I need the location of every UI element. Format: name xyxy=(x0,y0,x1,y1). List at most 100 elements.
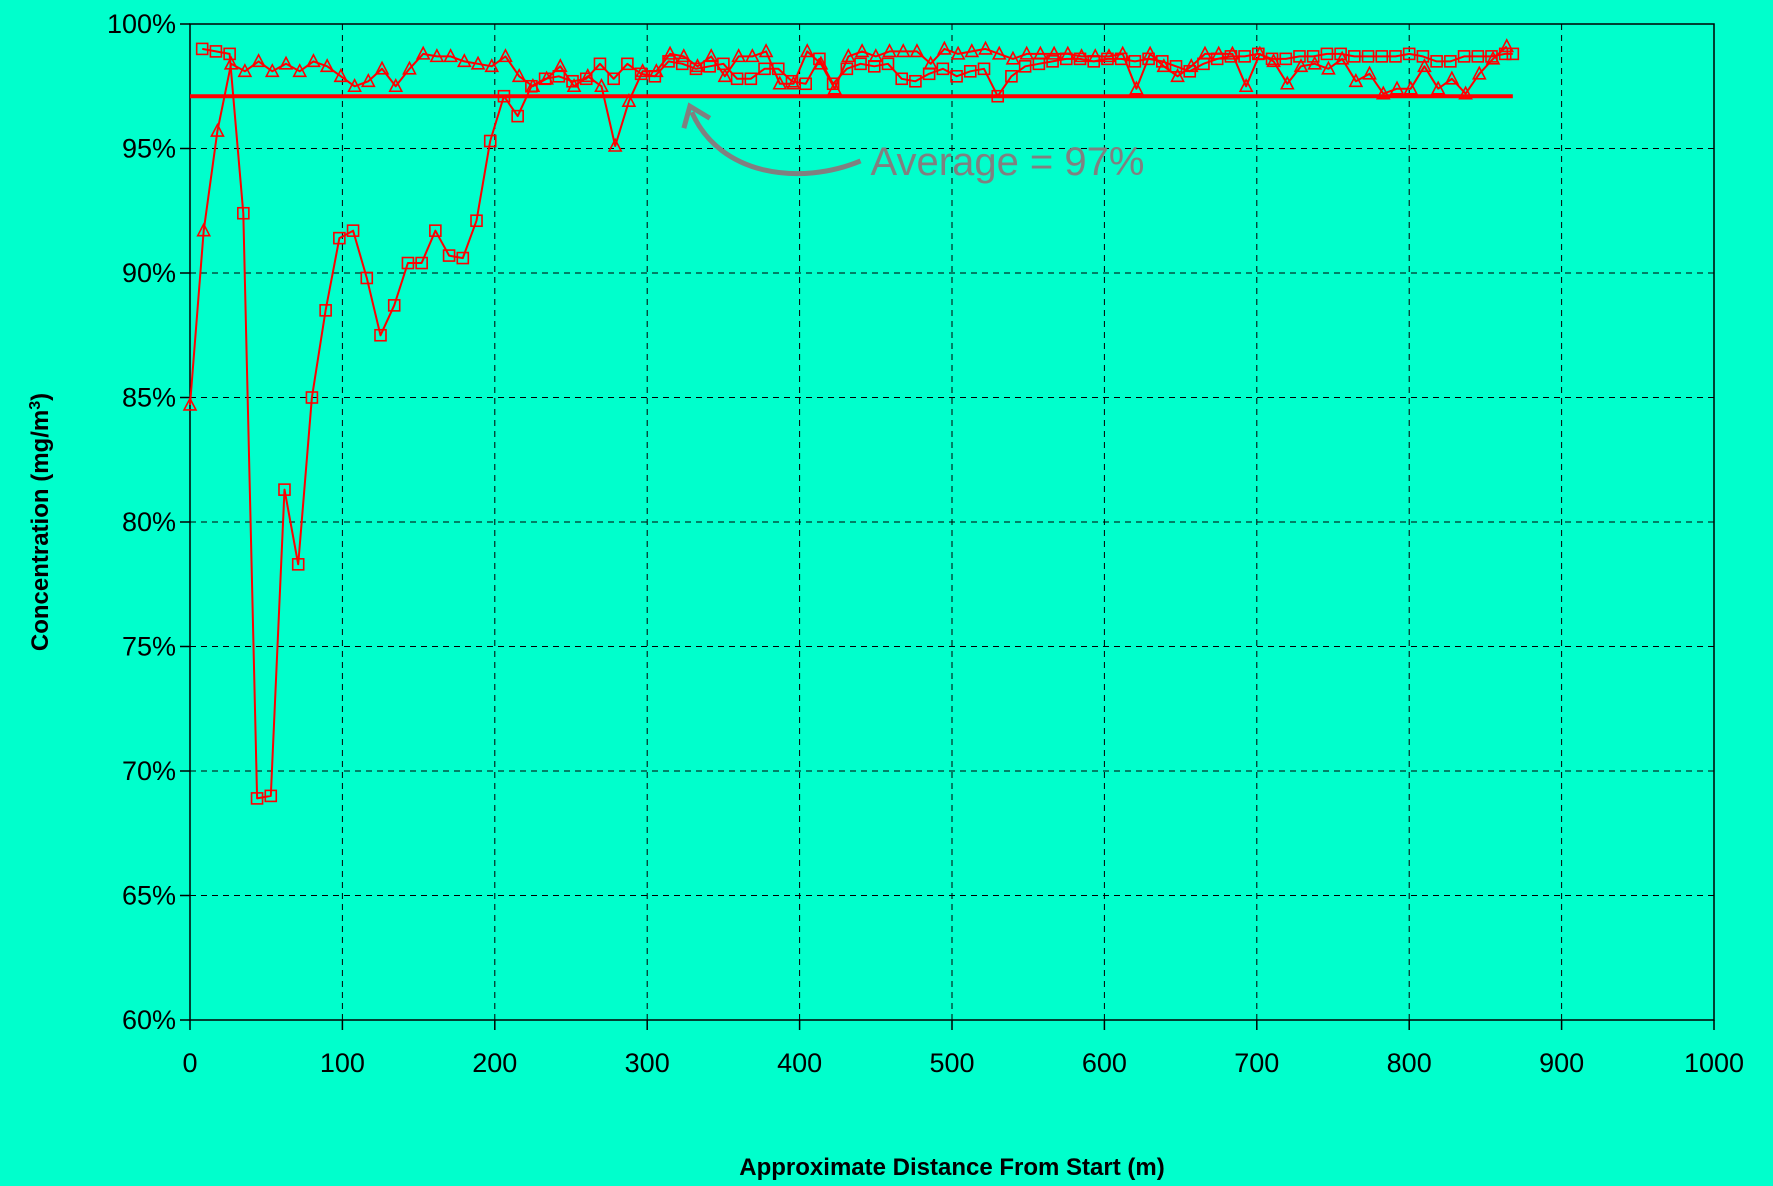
data-point-square xyxy=(483,134,497,148)
data-point-triangle xyxy=(457,53,472,68)
data-point-triangle xyxy=(1087,48,1103,63)
data-point-square xyxy=(360,271,374,285)
y-tick-label: 100% xyxy=(107,9,176,39)
data-point-triangle xyxy=(1197,45,1213,60)
data-point-square xyxy=(1430,55,1443,68)
data-point-square xyxy=(429,224,442,237)
data-point-square xyxy=(1348,50,1361,63)
data-point-square xyxy=(854,57,867,71)
data-point-square xyxy=(195,42,209,56)
data-point-triangle xyxy=(1211,45,1227,60)
data-point-triangle xyxy=(690,58,705,73)
data-point-square xyxy=(895,72,909,86)
data-point-square xyxy=(1046,55,1059,68)
data-point-square xyxy=(566,74,579,88)
data-point-triangle xyxy=(1334,50,1350,65)
data-point-triangle xyxy=(539,70,554,85)
x-tick-label: 100 xyxy=(320,1048,365,1078)
data-point-triangle xyxy=(1060,45,1076,60)
data-point-triangle xyxy=(1471,65,1487,80)
data-point-triangle xyxy=(635,63,650,78)
data-point-triangle xyxy=(511,68,527,83)
data-point-square xyxy=(1444,55,1457,68)
data-point-triangle xyxy=(649,63,664,78)
data-point-triangle xyxy=(854,43,870,58)
data-point-triangle xyxy=(388,78,404,93)
data-point-square xyxy=(1005,69,1018,83)
data-point-triangle xyxy=(1046,45,1062,60)
data-point-triangle xyxy=(1005,50,1021,65)
data-point-square xyxy=(401,256,415,270)
data-point-square xyxy=(264,789,278,803)
data-point-square xyxy=(799,77,812,91)
data-point-triangle xyxy=(196,222,212,237)
data-point-triangle xyxy=(772,75,788,90)
data-point-square xyxy=(881,57,895,71)
y-tick-label: 80% xyxy=(122,507,176,537)
data-point-square xyxy=(415,256,428,270)
data-point-square xyxy=(717,57,730,71)
data-point-triangle xyxy=(1279,75,1295,90)
data-point-square xyxy=(1320,47,1334,61)
data-point-triangle xyxy=(1115,45,1131,60)
data-point-triangle xyxy=(1389,80,1405,95)
data-point-square xyxy=(1506,47,1520,61)
data-point-triangle xyxy=(607,137,623,152)
data-point-triangle xyxy=(1485,50,1501,65)
x-tick-label: 1000 xyxy=(1684,1048,1744,1078)
data-point-triangle xyxy=(1156,58,1172,73)
data-point-triangle xyxy=(580,68,596,83)
data-point-triangle xyxy=(333,68,349,83)
data-point-triangle xyxy=(991,45,1007,60)
data-point-triangle xyxy=(182,396,198,411)
data-point-triangle xyxy=(978,40,993,55)
data-point-square xyxy=(1156,55,1169,68)
data-point-triangle xyxy=(1444,70,1460,85)
data-point-triangle xyxy=(676,48,692,63)
data-point-square xyxy=(470,214,483,228)
data-point-square xyxy=(785,74,799,88)
data-point-triangle xyxy=(1293,58,1309,73)
data-point-triangle xyxy=(703,48,719,63)
data-point-triangle xyxy=(1019,45,1034,60)
y-tick-label: 85% xyxy=(122,383,176,413)
data-point-triangle xyxy=(210,122,225,137)
data-point-square xyxy=(291,558,305,571)
y-tick-label: 60% xyxy=(122,1005,176,1035)
data-point-triangle xyxy=(429,48,445,63)
data-point-triangle xyxy=(360,73,376,88)
data-point-triangle xyxy=(470,55,486,70)
data-point-square xyxy=(442,249,456,262)
data-point-square xyxy=(758,62,771,76)
data-point-square xyxy=(1238,50,1251,63)
data-point-square xyxy=(1375,50,1389,63)
data-point-triangle xyxy=(895,43,911,58)
data-point-triangle xyxy=(223,55,239,70)
y-tick-label: 90% xyxy=(122,258,176,288)
data-point-triangle xyxy=(402,60,417,75)
data-point-triangle xyxy=(1362,65,1377,80)
data-point-triangle xyxy=(841,48,856,63)
data-point-triangle xyxy=(484,58,500,73)
data-point-square xyxy=(511,109,524,123)
data-point-square xyxy=(374,328,387,342)
data-point-triangle xyxy=(319,58,335,73)
x-tick-label: 800 xyxy=(1387,1048,1432,1078)
data-point-triangle xyxy=(264,63,280,78)
data-point-square xyxy=(1402,47,1416,61)
data-point-triangle xyxy=(237,63,253,78)
data-point-triangle xyxy=(1375,85,1391,100)
x-tick-label: 500 xyxy=(929,1048,974,1078)
data-point-triangle xyxy=(1321,60,1336,75)
data-point-triangle xyxy=(731,48,746,63)
data-point-triangle xyxy=(662,45,678,60)
data-point-square xyxy=(237,206,250,220)
y-tick-label: 75% xyxy=(122,632,176,662)
data-point-triangle xyxy=(1074,48,1089,63)
y-tick-label: 65% xyxy=(122,881,176,911)
data-point-triangle xyxy=(1458,85,1473,100)
data-point-triangle xyxy=(1142,45,1158,60)
data-point-square xyxy=(744,72,758,86)
data-point-triangle xyxy=(1499,38,1515,53)
